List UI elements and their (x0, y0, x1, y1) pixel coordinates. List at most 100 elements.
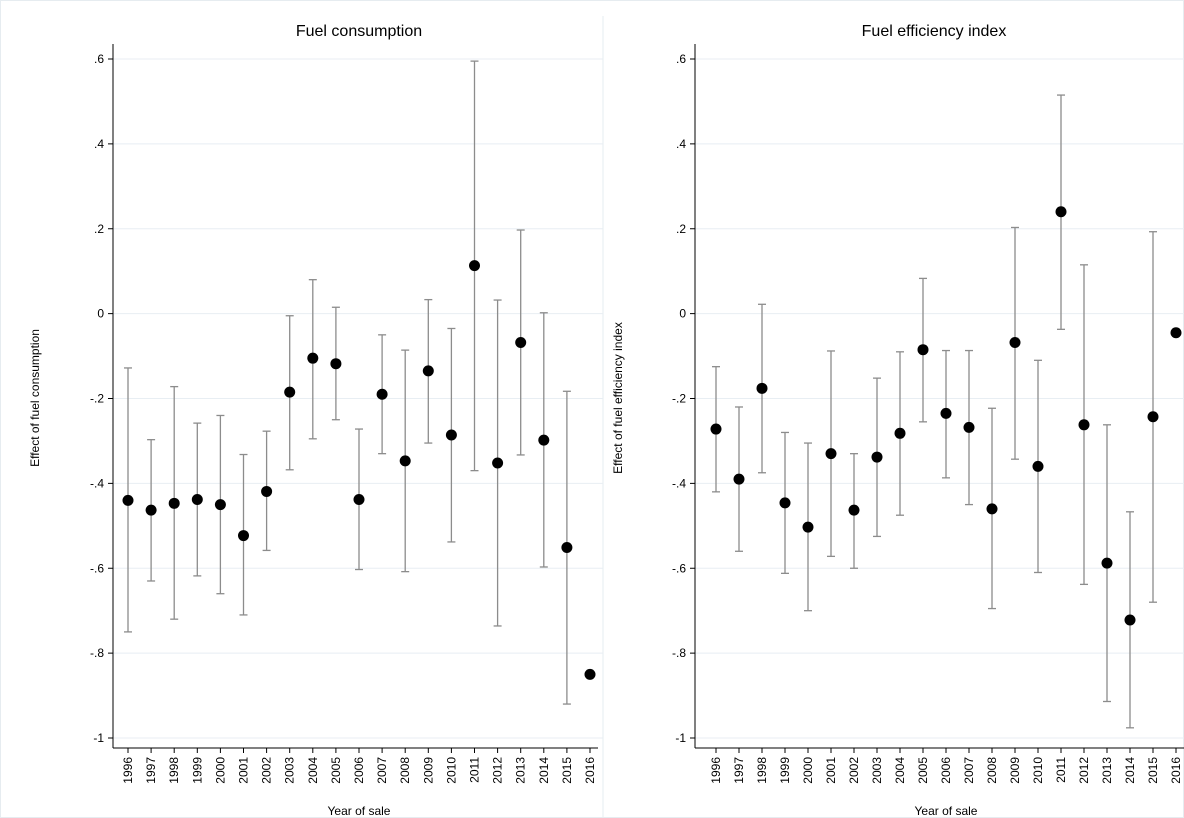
data-point (1009, 336, 1021, 348)
x-tick-label: 1998 (755, 757, 769, 784)
data-point (917, 344, 929, 356)
data-point (1147, 411, 1159, 423)
x-tick-label: 2006 (939, 757, 953, 784)
data-point (214, 499, 226, 511)
data-point (848, 504, 860, 516)
x-tick-label: 1996 (709, 757, 723, 784)
y-tick-label: -.4 (672, 476, 686, 490)
data-point (1055, 206, 1067, 218)
x-tick-label: 2006 (352, 757, 366, 784)
x-tick-label: 2003 (283, 757, 297, 784)
data-point (191, 494, 203, 506)
x-tick-label: 1998 (167, 757, 181, 784)
data-point (307, 352, 319, 364)
grid-lines (695, 58, 1184, 739)
y-axis: .6 .4 .2 0 -.2 -.4 -.6 -.8 -1 (90, 44, 114, 748)
x-tick-label: 1997 (732, 757, 746, 784)
data-point (802, 521, 814, 533)
x-tick-label: 2008 (985, 757, 999, 784)
y-axis-label: Effect of fuel consumption (28, 329, 42, 467)
data-points (710, 206, 1182, 626)
data-point (145, 504, 157, 516)
y-tick-label: .6 (676, 52, 686, 66)
data-point (1101, 557, 1113, 569)
x-tick-label: 2005 (329, 757, 343, 784)
y-tick-label: -.2 (90, 392, 104, 406)
x-tick-label: 2016 (1169, 757, 1183, 784)
data-point (353, 494, 365, 506)
data-point (422, 365, 434, 377)
data-point (284, 386, 296, 398)
x-tick-label: 2012 (1077, 757, 1091, 784)
x-tick-label: 2014 (537, 757, 551, 784)
x-tick-label: 2000 (213, 757, 227, 784)
data-point (940, 407, 952, 419)
data-point (1124, 614, 1136, 626)
x-tick-label: 2001 (824, 757, 838, 784)
y-axis-label: Effect of fuel efficiency index (611, 322, 625, 474)
panel-fuel-consumption: Fuel consumption Year of sale Effect of … (28, 23, 603, 818)
x-tick-label: 2014 (1123, 757, 1137, 784)
data-point (515, 336, 527, 348)
x-axis: 1996 1997 1998 1999 2000 2001 2002 2003 2004 2005… (695, 747, 1184, 784)
x-tick-label: 2005 (916, 757, 930, 784)
x-tick-label: 2010 (1031, 757, 1045, 784)
data-point (238, 530, 249, 542)
y-tick-label: -.6 (672, 561, 686, 575)
y-tick-label: 0 (679, 307, 686, 321)
y-tick-label: -.8 (90, 646, 104, 660)
x-axis-label: Year of sale (328, 804, 391, 818)
y-tick-label: .2 (94, 222, 104, 236)
data-point (963, 421, 975, 433)
x-tick-label: 2002 (260, 757, 274, 784)
x-tick-label: 2015 (1146, 757, 1160, 784)
x-tick-label: 2013 (514, 757, 528, 784)
data-point (168, 497, 180, 509)
x-tick-label: 2009 (1008, 757, 1022, 784)
x-tick-label: 2004 (893, 757, 907, 784)
data-point (1170, 327, 1182, 339)
x-tick-label: 2012 (491, 757, 505, 784)
y-tick-label: .4 (94, 137, 104, 151)
x-tick-label: 1997 (144, 757, 158, 784)
x-tick-label: 2007 (375, 757, 389, 784)
data-point (986, 503, 998, 515)
x-axis-label: Year of sale (915, 804, 978, 818)
data-point (561, 541, 573, 553)
y-tick-label: .4 (676, 137, 686, 151)
data-point (871, 451, 883, 463)
x-tick-label: 2015 (560, 757, 574, 784)
data-point (825, 448, 837, 460)
panel-fuel-efficiency-index: Fuel efficiency index Year of sale Effec… (611, 23, 1184, 818)
x-tick-label: 2000 (801, 757, 815, 784)
data-point (779, 497, 791, 509)
x-tick-label: 2011 (468, 757, 482, 783)
data-point (492, 457, 504, 469)
y-tick-label: -1 (675, 731, 686, 745)
y-tick-label: -.8 (672, 646, 686, 660)
y-tick-label: .6 (94, 52, 104, 66)
data-points (122, 260, 596, 680)
x-tick-label: 2016 (583, 757, 597, 784)
y-axis: .6 .4 .2 0 -.2 -.4 -.6 -.8 -1 (672, 44, 696, 748)
x-tick-label: 2009 (421, 757, 435, 784)
x-tick-label: 2013 (1100, 757, 1114, 784)
panel-title: Fuel consumption (296, 23, 422, 40)
x-tick-label: 1999 (778, 757, 792, 784)
data-point (584, 668, 596, 680)
panel-title: Fuel efficiency index (862, 23, 1007, 40)
y-tick-label: -1 (93, 731, 104, 745)
data-point (469, 260, 480, 272)
data-point (1032, 460, 1044, 472)
data-point (538, 434, 550, 446)
data-point (733, 473, 745, 485)
x-tick-label: 2002 (847, 757, 861, 784)
x-tick-label: 2001 (237, 757, 251, 784)
data-point (756, 382, 768, 394)
y-tick-label: -.4 (90, 476, 104, 490)
data-point (1078, 419, 1090, 431)
data-point (894, 427, 906, 439)
x-tick-label: 2010 (444, 757, 458, 784)
x-tick-label: 2011 (1054, 757, 1068, 783)
